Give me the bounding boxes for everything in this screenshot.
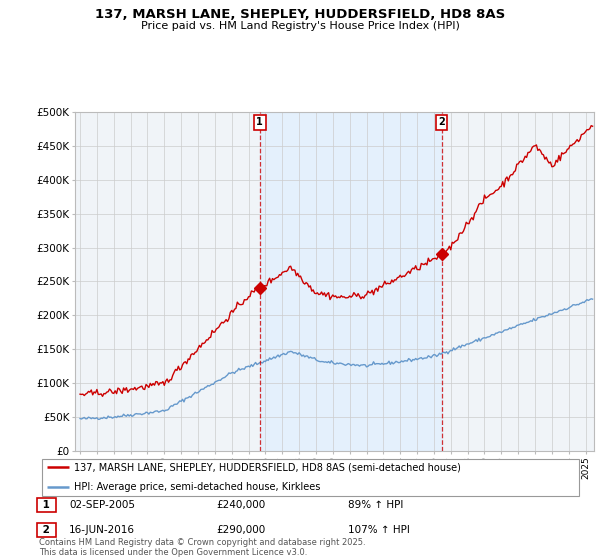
Text: 89% ↑ HPI: 89% ↑ HPI — [348, 500, 403, 510]
Text: 1: 1 — [256, 117, 263, 127]
Text: £290,000: £290,000 — [216, 525, 265, 535]
Text: 02-SEP-2005: 02-SEP-2005 — [69, 500, 135, 510]
Bar — [260, 112, 442, 451]
Text: 107% ↑ HPI: 107% ↑ HPI — [348, 525, 410, 535]
Text: 1: 1 — [39, 500, 53, 510]
Text: 137, MARSH LANE, SHEPLEY, HUDDERSFIELD, HD8 8AS: 137, MARSH LANE, SHEPLEY, HUDDERSFIELD, … — [95, 8, 505, 21]
Text: Contains HM Land Registry data © Crown copyright and database right 2025.
This d: Contains HM Land Registry data © Crown c… — [39, 538, 365, 557]
Text: 2: 2 — [39, 525, 53, 535]
Text: HPI: Average price, semi-detached house, Kirklees: HPI: Average price, semi-detached house,… — [74, 482, 320, 492]
Text: £240,000: £240,000 — [216, 500, 265, 510]
FancyBboxPatch shape — [42, 459, 579, 496]
Text: Price paid vs. HM Land Registry's House Price Index (HPI): Price paid vs. HM Land Registry's House … — [140, 21, 460, 31]
Text: 2: 2 — [438, 117, 445, 127]
Text: 16-JUN-2016: 16-JUN-2016 — [69, 525, 135, 535]
Text: 137, MARSH LANE, SHEPLEY, HUDDERSFIELD, HD8 8AS (semi-detached house): 137, MARSH LANE, SHEPLEY, HUDDERSFIELD, … — [74, 462, 461, 472]
